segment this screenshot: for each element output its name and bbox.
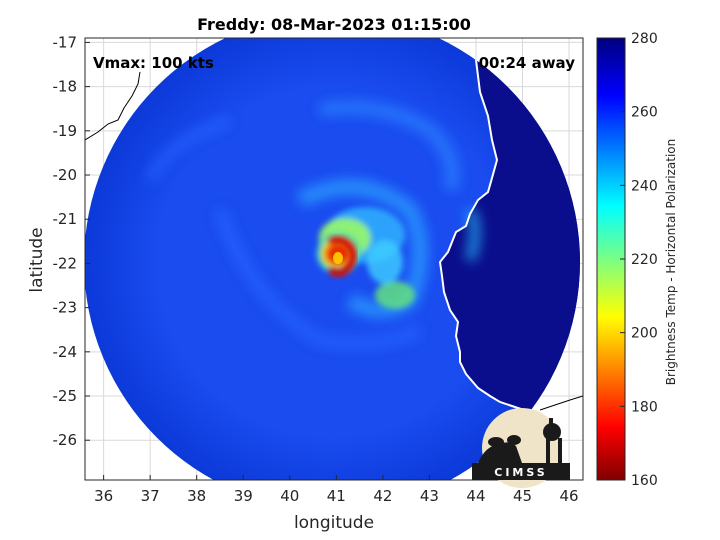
swath-disc <box>85 38 580 480</box>
y-axis: -17 -18 -19 -20 -21 -22 -23 -24 -25 -26 <box>53 33 90 449</box>
plot-title: Freddy: 08-Mar-2023 01:15:00 <box>197 15 471 34</box>
colorbar-tick-label: 240 <box>631 178 658 194</box>
y-tick-label: -25 <box>53 387 78 405</box>
colorbar-tick-label: 220 <box>631 252 658 268</box>
y-tick-label: -17 <box>53 33 78 51</box>
colorbar-tick-label: 180 <box>631 399 658 415</box>
y-tick-label: -23 <box>53 299 78 317</box>
colorbar-tick-label: 200 <box>631 326 658 342</box>
y-tick-label: -20 <box>53 166 78 184</box>
y-tick-label: -21 <box>53 210 78 228</box>
rain-bands <box>145 100 480 350</box>
x-tick-label: 37 <box>141 487 160 505</box>
x-tick-label: 39 <box>234 487 253 505</box>
coastline-outer <box>85 71 583 411</box>
colorbar-tick-label: 160 <box>631 473 658 489</box>
eyewall <box>314 232 362 278</box>
time-offset-label: 00:24 away <box>479 54 576 72</box>
cimss-logo: CIMSS <box>472 408 570 488</box>
map-area <box>85 38 583 480</box>
x-axis: 36 37 38 39 40 41 42 43 44 45 46 <box>94 475 579 505</box>
y-tick-label: -24 <box>53 343 78 361</box>
x-tick-label: 46 <box>559 487 578 505</box>
vmax-label: Vmax: 100 kts <box>93 54 214 72</box>
y-tick-label: -18 <box>53 78 78 96</box>
y-tick-label: -19 <box>53 122 78 140</box>
axes-frame <box>84 37 584 481</box>
coastline-inner <box>438 38 531 413</box>
x-tick-label: 38 <box>187 487 206 505</box>
colorbar: 280 260 240 220 200 180 160 Brightness Temp - … <box>596 31 678 489</box>
colorbar-tick-label: 260 <box>631 105 658 121</box>
x-tick-label: 43 <box>420 487 439 505</box>
y-tick-label: -22 <box>53 254 78 272</box>
x-tick-label: 36 <box>94 487 113 505</box>
x-tick-label: 41 <box>327 487 346 505</box>
cimss-logo-text: CIMSS <box>494 466 547 479</box>
colorbar-label: Brightness Temp - Horizontal Polarizatio… <box>664 139 678 386</box>
x-tick-label: 44 <box>466 487 485 505</box>
colorbar-ticks: 280 260 240 220 200 180 160 <box>620 31 658 489</box>
x-tick-label: 45 <box>513 487 532 505</box>
x-axis-label: longitude <box>294 513 374 533</box>
x-tick-label: 42 <box>373 487 392 505</box>
y-axis-label: latitude <box>27 227 47 292</box>
y-tick-label: -26 <box>53 431 78 449</box>
x-tick-label: 40 <box>280 487 299 505</box>
colorbar-tick-label: 280 <box>631 31 658 47</box>
